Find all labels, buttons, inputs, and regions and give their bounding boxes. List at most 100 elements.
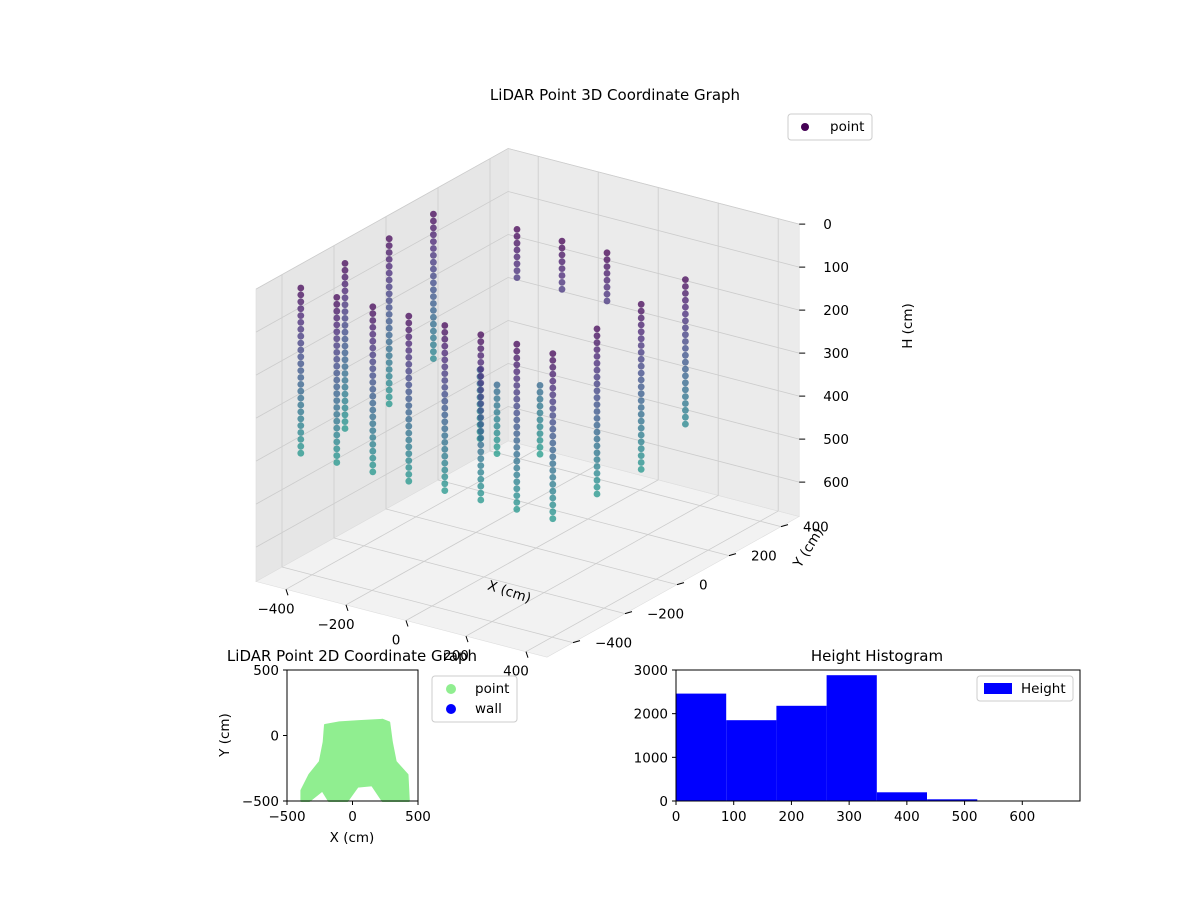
data-point bbox=[593, 346, 601, 353]
data-point bbox=[430, 224, 437, 232]
data-point bbox=[513, 274, 521, 281]
data-point bbox=[513, 492, 521, 499]
data-point bbox=[341, 363, 349, 370]
z-tick-label: 600 bbox=[823, 475, 849, 491]
data-point bbox=[593, 435, 601, 443]
x-tick-label: 400 bbox=[894, 809, 920, 825]
data-point bbox=[637, 417, 645, 425]
data-point bbox=[513, 361, 521, 369]
data-point bbox=[441, 322, 449, 329]
data-point bbox=[513, 450, 521, 458]
data-point bbox=[333, 321, 341, 329]
data-point bbox=[297, 387, 305, 395]
data-point bbox=[603, 283, 611, 291]
data-point bbox=[341, 342, 349, 350]
data-point bbox=[369, 399, 377, 407]
grid-line bbox=[255, 277, 509, 419]
data-point bbox=[549, 467, 557, 474]
histogram-bar bbox=[927, 799, 978, 801]
data-point bbox=[637, 424, 645, 432]
data-point bbox=[593, 483, 601, 491]
chart-2d-legend-point-marker bbox=[446, 684, 456, 694]
data-point bbox=[341, 397, 349, 405]
grid-line bbox=[508, 191, 800, 268]
data-point bbox=[536, 409, 544, 417]
data-point bbox=[513, 409, 521, 417]
chart-3d-zlabel: H (cm) bbox=[900, 303, 916, 349]
data-point bbox=[603, 297, 611, 305]
z-tick-label: 400 bbox=[823, 389, 849, 405]
data-point bbox=[333, 438, 341, 446]
data-point bbox=[549, 363, 557, 371]
data-point bbox=[333, 349, 341, 356]
x-tick-label: 500 bbox=[952, 809, 978, 825]
data-point bbox=[441, 445, 449, 453]
data-point bbox=[333, 445, 341, 453]
data-point bbox=[369, 337, 377, 345]
data-point bbox=[341, 328, 349, 336]
data-point bbox=[536, 402, 544, 410]
y-tick-label: 3000 bbox=[634, 663, 668, 679]
data-point bbox=[430, 272, 437, 280]
data-point bbox=[297, 408, 305, 416]
data-point bbox=[549, 384, 557, 392]
data-point bbox=[369, 468, 377, 476]
data-point bbox=[333, 300, 341, 308]
data-point bbox=[493, 395, 501, 402]
data-point bbox=[297, 442, 305, 450]
data-point bbox=[513, 499, 521, 506]
data-point bbox=[297, 305, 305, 313]
y-tick-mark bbox=[780, 524, 789, 528]
data-point bbox=[637, 321, 645, 329]
data-point bbox=[513, 485, 521, 493]
data-point bbox=[536, 395, 544, 403]
chart-3d-z-ticks: 0 100 200 300 400 500 600 bbox=[799, 217, 849, 491]
chart-3d-y-ticks: −400 −200 0 200 400 bbox=[572, 520, 829, 652]
grid-line bbox=[437, 479, 730, 557]
data-point bbox=[477, 359, 485, 366]
z-tick-label: 500 bbox=[823, 432, 849, 448]
data-point bbox=[513, 226, 521, 233]
data-point bbox=[369, 447, 377, 455]
data-point bbox=[637, 300, 645, 308]
grid-line bbox=[285, 448, 539, 590]
data-point bbox=[637, 362, 645, 370]
data-point bbox=[430, 217, 437, 225]
data-point bbox=[593, 373, 601, 381]
data-point bbox=[682, 365, 689, 373]
data-point bbox=[513, 232, 521, 240]
data-point bbox=[593, 442, 601, 450]
data-point bbox=[341, 383, 349, 391]
data-point bbox=[493, 422, 501, 430]
data-point bbox=[405, 340, 413, 347]
data-point bbox=[682, 358, 689, 366]
data-point bbox=[385, 352, 393, 360]
x-tick-mark bbox=[405, 620, 409, 627]
data-point bbox=[441, 418, 449, 426]
data-point bbox=[637, 410, 645, 418]
data-point bbox=[603, 276, 611, 284]
data-point bbox=[513, 505, 521, 513]
data-point bbox=[477, 393, 485, 401]
data-point bbox=[385, 359, 393, 366]
data-point bbox=[430, 210, 437, 218]
data-point bbox=[333, 294, 341, 301]
data-point bbox=[593, 359, 601, 367]
x-tick-mark bbox=[525, 651, 529, 658]
data-point bbox=[385, 366, 393, 373]
data-point bbox=[341, 266, 349, 274]
x-tick-label: 200 bbox=[779, 809, 805, 825]
data-point bbox=[477, 489, 485, 497]
grid-line bbox=[281, 566, 574, 644]
data-point bbox=[430, 252, 437, 259]
data-point bbox=[385, 297, 393, 305]
data-point bbox=[513, 375, 521, 382]
data-point bbox=[637, 307, 645, 315]
grid-line bbox=[255, 406, 509, 548]
data-point bbox=[513, 389, 521, 396]
data-point bbox=[341, 370, 349, 377]
data-point bbox=[333, 335, 341, 343]
data-point bbox=[549, 357, 557, 364]
data-point bbox=[493, 436, 501, 444]
data-point bbox=[493, 388, 501, 396]
